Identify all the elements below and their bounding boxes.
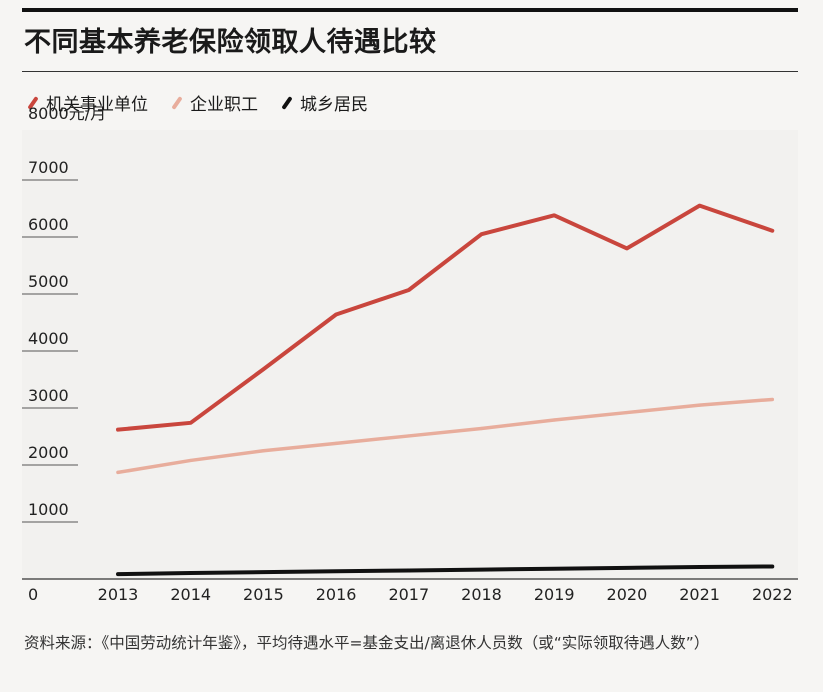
x-tick-label: 2017	[388, 585, 429, 604]
data-point-series-1	[189, 421, 193, 425]
legend-item-series-2: 企业职工	[170, 90, 258, 115]
x-tick-label: 2022	[752, 585, 793, 604]
data-point-series-1	[479, 232, 484, 236]
top-rule	[22, 8, 798, 12]
data-point-series-2	[261, 449, 265, 453]
legend-label-series-3: 城乡居民	[300, 95, 368, 115]
legend: 机关事业单位 企业职工 城乡居民	[26, 90, 368, 115]
data-point-series-2	[770, 397, 774, 402]
x-tick-label: 2013	[98, 585, 139, 604]
data-point-series-2	[625, 410, 629, 415]
plot-area	[22, 130, 798, 579]
data-point-series-3	[479, 567, 484, 572]
data-point-series-3	[625, 566, 629, 570]
data-point-series-1	[770, 229, 774, 233]
legend-label-series-2: 企业职工	[190, 95, 258, 115]
data-point-series-3	[189, 571, 193, 575]
data-point-series-1	[552, 213, 556, 217]
series-line-3	[116, 564, 775, 577]
data-point-series-2	[334, 441, 338, 445]
data-point-series-1	[334, 312, 338, 317]
x-tick-label: 2015	[243, 585, 284, 604]
data-point-series-1	[698, 204, 702, 208]
x-tick-label: 2016	[316, 585, 357, 604]
legend-item-series-3: 城乡居民	[280, 90, 368, 115]
y-tick-label: 0	[28, 585, 38, 604]
data-point-series-3	[770, 564, 774, 569]
data-point-series-2	[116, 470, 120, 475]
data-point-series-1	[261, 367, 265, 371]
data-point-series-1	[116, 428, 120, 432]
x-tick-label: 2018	[461, 585, 502, 604]
y-tick-label: 7000	[28, 158, 69, 177]
data-point-series-2	[407, 434, 411, 438]
data-point-series-2	[189, 458, 193, 463]
y-tick-label: 1000	[28, 500, 69, 519]
y-tick-label: 6000	[28, 215, 69, 234]
legend-item-series-1: 机关事业单位	[26, 90, 148, 115]
data-point-series-3	[407, 568, 411, 573]
x-tick-label: 2020	[607, 585, 648, 604]
y-tick-label: 4000	[28, 329, 69, 348]
y-tick-label: 5000	[28, 272, 69, 291]
data-point-series-3	[552, 567, 556, 571]
data-point-series-3	[116, 572, 120, 576]
data-point-series-2	[552, 418, 556, 422]
data-point-series-1	[625, 246, 629, 250]
y-tick-label: 2000	[28, 443, 69, 462]
data-point-series-2	[698, 403, 702, 407]
y-axis-label: 8000元/月	[28, 104, 106, 123]
data-point-series-2	[479, 426, 484, 431]
title-rule	[22, 71, 798, 72]
series-line-2	[116, 397, 775, 475]
legend-label-series-1: 机关事业单位	[46, 95, 148, 115]
data-point-series-3	[261, 570, 265, 574]
source-footnote: 资料来源：《中国劳动统计年鉴》，平均待遇水平=基金支出/离退休人员数（或“实际领…	[24, 634, 710, 652]
data-point-series-1	[407, 288, 411, 292]
x-tick-label: 2019	[534, 585, 575, 604]
x-tick-label: 2014	[170, 585, 211, 604]
data-point-series-3	[698, 565, 702, 569]
y-tick-label: 3000	[28, 386, 69, 405]
x-tick-label: 2021	[679, 585, 720, 604]
series-line-1	[116, 203, 775, 432]
chart-title: 不同基本养老保险领取人待遇比较	[24, 27, 437, 58]
data-point-series-3	[334, 569, 338, 573]
